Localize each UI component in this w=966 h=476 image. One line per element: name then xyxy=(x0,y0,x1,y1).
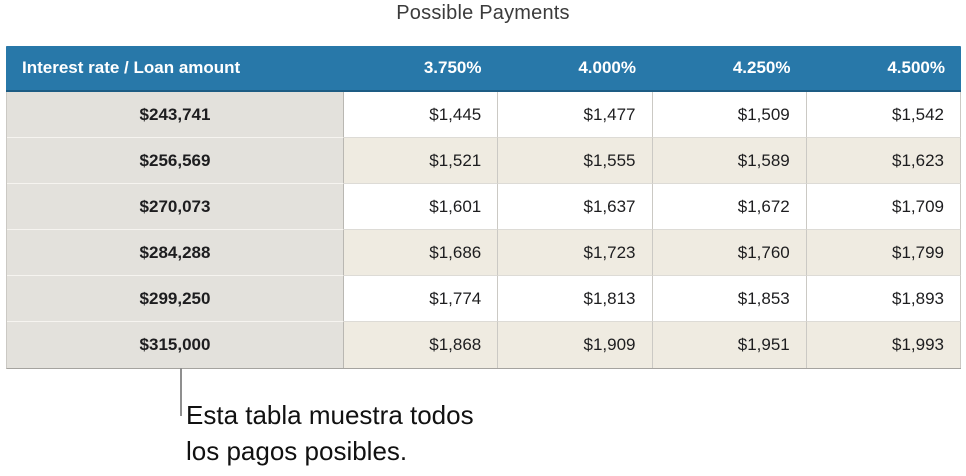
payment-cell: $1,601 xyxy=(344,184,499,230)
payment-cell: $1,813 xyxy=(498,276,653,322)
payment-cell: $1,477 xyxy=(498,92,653,138)
column-header-rate-1: 3.750% xyxy=(423,58,482,77)
payment-cell: $1,774 xyxy=(344,276,499,322)
column-header-rate-3: 4.250% xyxy=(732,58,791,77)
payment-cell: $1,623 xyxy=(806,138,961,184)
payment-cell: $1,723 xyxy=(498,230,653,276)
table-row: $299,250 $1,774 $1,813 $1,853 $1,893 xyxy=(7,276,961,322)
loan-amount-cell: $299,250 xyxy=(7,276,344,322)
payment-cell: $1,909 xyxy=(498,322,653,368)
payment-cell: $1,799 xyxy=(806,230,961,276)
payment-cell: $1,555 xyxy=(498,138,653,184)
payment-cell: $1,589 xyxy=(652,138,807,184)
callout-connector-line xyxy=(180,368,182,416)
payment-cell: $1,993 xyxy=(806,322,961,368)
payment-cell: $1,637 xyxy=(498,184,653,230)
callout-text-line-2: los pagos posibles. xyxy=(186,436,408,466)
table-row: $270,073 $1,601 $1,637 $1,672 $1,709 xyxy=(7,184,961,230)
possible-payments-table: Interest rate / Loan amount 3.750% 4.000… xyxy=(6,46,961,369)
column-header-rate-2: 4.000% xyxy=(578,58,636,77)
loan-amount-cell: $243,741 xyxy=(7,92,344,138)
table-header-row: Interest rate / Loan amount 3.750% 4.000… xyxy=(6,46,961,92)
payment-cell: $1,709 xyxy=(806,184,961,230)
payment-cell: $1,686 xyxy=(344,230,499,276)
payment-cell: $1,760 xyxy=(652,230,807,276)
table-row: $256,569 $1,521 $1,555 $1,589 $1,623 xyxy=(7,138,961,184)
callout-text-line-1: Esta tabla muestra todos xyxy=(186,400,474,430)
payment-cell: $1,893 xyxy=(806,276,961,322)
callout-text: Esta tabla muestra todos los pagos posib… xyxy=(186,397,474,469)
column-header-rate-4: 4.500% xyxy=(887,58,945,77)
loan-amount-cell: $270,073 xyxy=(7,184,344,230)
table-row: $243,741 $1,445 $1,477 $1,509 $1,542 xyxy=(7,92,961,138)
payment-cell: $1,951 xyxy=(652,322,807,368)
loan-amount-cell: $256,569 xyxy=(7,138,344,184)
payment-cell: $1,509 xyxy=(652,92,807,138)
page-title: Possible Payments xyxy=(396,2,570,24)
payment-cell: $1,672 xyxy=(652,184,807,230)
loan-amount-cell: $315,000 xyxy=(7,322,344,368)
payment-cell: $1,868 xyxy=(344,322,499,368)
table-row: $315,000 $1,868 $1,909 $1,951 $1,993 xyxy=(7,322,961,368)
payment-cell: $1,853 xyxy=(652,276,807,322)
payment-cell: $1,542 xyxy=(806,92,961,138)
loan-amount-cell: $284,288 xyxy=(7,230,344,276)
table-row: $284,288 $1,686 $1,723 $1,760 $1,799 xyxy=(7,230,961,276)
payment-cell: $1,521 xyxy=(344,138,499,184)
payment-cell: $1,445 xyxy=(344,92,499,138)
header-corner-label: Interest rate / Loan amount xyxy=(22,58,241,77)
